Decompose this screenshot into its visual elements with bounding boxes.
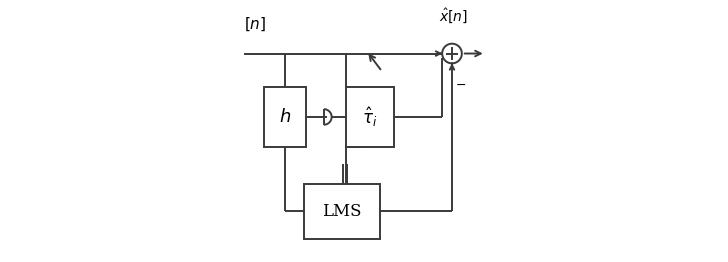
Text: $\hat{x}[n]$: $\hat{x}[n]$ xyxy=(439,7,468,25)
Text: $[n]$: $[n]$ xyxy=(245,15,266,33)
Text: LMS: LMS xyxy=(323,203,362,220)
Text: $-$: $-$ xyxy=(455,78,466,91)
FancyBboxPatch shape xyxy=(346,87,394,147)
FancyBboxPatch shape xyxy=(304,184,379,239)
Text: $h$: $h$ xyxy=(279,108,291,126)
Text: $\hat{\tau}_i$: $\hat{\tau}_i$ xyxy=(362,105,378,129)
FancyBboxPatch shape xyxy=(264,87,306,147)
